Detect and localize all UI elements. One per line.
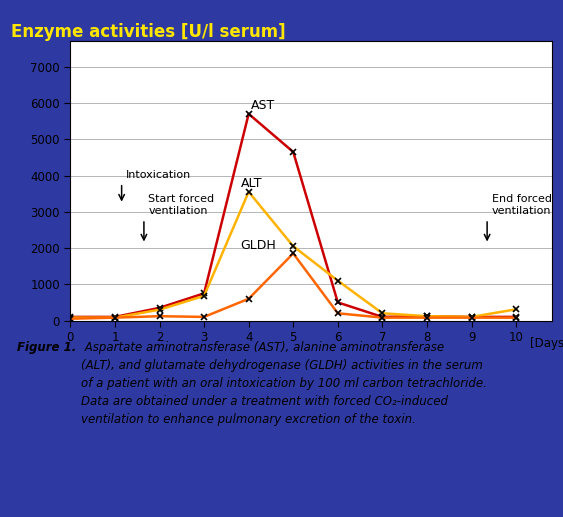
Text: Figure 1.: Figure 1. — [17, 341, 76, 354]
Text: Enzyme activities [U/l serum]: Enzyme activities [U/l serum] — [11, 23, 286, 41]
Text: ALT: ALT — [240, 177, 262, 190]
Text: AST: AST — [251, 99, 275, 112]
Text: End forced
ventilation: End forced ventilation — [491, 194, 552, 216]
Text: Intoxication: Intoxication — [126, 170, 191, 180]
Text: Start forced
ventilation: Start forced ventilation — [149, 194, 215, 216]
Text: GLDH: GLDH — [240, 239, 276, 252]
Text: Aspartate aminotransferase (AST), alanine aminotransferase
(ALT), and glutamate : Aspartate aminotransferase (AST), alanin… — [81, 341, 486, 426]
Text: [Days]: [Days] — [530, 337, 563, 350]
